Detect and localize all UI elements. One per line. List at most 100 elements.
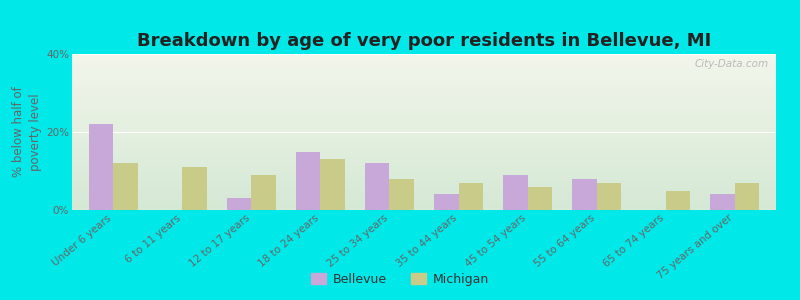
Bar	[72, 129, 776, 130]
Bar	[114, 163, 138, 210]
Bar	[72, 80, 776, 82]
Bar	[72, 154, 776, 155]
Bar	[72, 65, 776, 67]
Bar	[72, 158, 776, 160]
Bar	[72, 121, 776, 123]
Bar	[72, 70, 776, 71]
Bar	[251, 175, 276, 210]
Bar	[666, 190, 690, 210]
Bar	[72, 145, 776, 146]
Bar	[72, 182, 776, 184]
Bar	[72, 68, 776, 70]
Bar	[72, 85, 776, 87]
Bar	[72, 118, 776, 119]
Bar	[72, 110, 776, 112]
Bar	[72, 76, 776, 77]
Bar	[72, 107, 776, 109]
Bar	[72, 62, 776, 63]
Bar	[72, 67, 776, 68]
Bar	[72, 96, 776, 98]
Bar	[572, 179, 597, 210]
Bar	[72, 126, 776, 127]
Bar	[72, 143, 776, 145]
Bar	[227, 198, 251, 210]
Bar	[72, 185, 776, 187]
Bar	[72, 99, 776, 101]
Bar	[458, 183, 482, 210]
Bar	[72, 71, 776, 73]
Bar	[72, 92, 776, 93]
Bar	[72, 130, 776, 132]
Bar	[72, 208, 776, 210]
Bar	[72, 63, 776, 65]
Bar	[72, 188, 776, 190]
Bar	[72, 93, 776, 94]
Bar	[390, 179, 414, 210]
Bar	[597, 183, 621, 210]
Legend: Bellevue, Michigan: Bellevue, Michigan	[306, 268, 494, 291]
Bar	[72, 134, 776, 135]
Bar	[72, 54, 776, 56]
Bar	[72, 191, 776, 193]
Bar	[90, 124, 114, 210]
Bar	[72, 132, 776, 134]
Bar	[72, 94, 776, 96]
Bar	[72, 90, 776, 92]
Bar	[72, 84, 776, 85]
Bar	[434, 194, 458, 210]
Bar	[72, 194, 776, 196]
Bar	[72, 171, 776, 172]
Bar	[72, 180, 776, 182]
Bar	[72, 112, 776, 113]
Bar	[72, 88, 776, 90]
Bar	[72, 119, 776, 121]
Bar	[72, 135, 776, 137]
Bar	[72, 163, 776, 165]
Bar	[72, 102, 776, 104]
Bar	[527, 187, 552, 210]
Bar	[72, 160, 776, 162]
Bar	[72, 157, 776, 158]
Bar	[72, 141, 776, 143]
Bar	[72, 79, 776, 80]
Bar	[72, 204, 776, 205]
Bar	[72, 146, 776, 148]
Bar	[72, 56, 776, 57]
Bar	[72, 140, 776, 141]
Bar	[72, 57, 776, 59]
Bar	[72, 193, 776, 194]
Bar	[72, 149, 776, 151]
Bar	[72, 148, 776, 149]
Bar	[710, 194, 734, 210]
Bar	[72, 124, 776, 126]
Bar	[72, 172, 776, 174]
Bar	[72, 115, 776, 116]
Y-axis label: % below half of
poverty level: % below half of poverty level	[12, 87, 42, 177]
Bar	[72, 169, 776, 171]
Bar	[321, 159, 345, 210]
Bar	[72, 138, 776, 140]
Bar	[72, 184, 776, 185]
Bar	[72, 197, 776, 199]
Bar	[366, 163, 390, 210]
Bar	[72, 205, 776, 207]
Bar	[72, 116, 776, 118]
Bar	[72, 74, 776, 76]
Bar	[72, 199, 776, 201]
Bar	[182, 167, 206, 210]
Bar	[72, 174, 776, 176]
Bar	[72, 77, 776, 79]
Bar	[72, 207, 776, 208]
Bar	[72, 190, 776, 191]
Bar	[296, 152, 321, 210]
Bar	[72, 82, 776, 84]
Bar	[72, 106, 776, 107]
Bar	[72, 176, 776, 177]
Bar	[72, 202, 776, 204]
Bar	[72, 152, 776, 154]
Bar	[72, 196, 776, 197]
Bar	[72, 177, 776, 179]
Bar	[72, 151, 776, 152]
Bar	[72, 59, 776, 60]
Bar	[72, 60, 776, 62]
